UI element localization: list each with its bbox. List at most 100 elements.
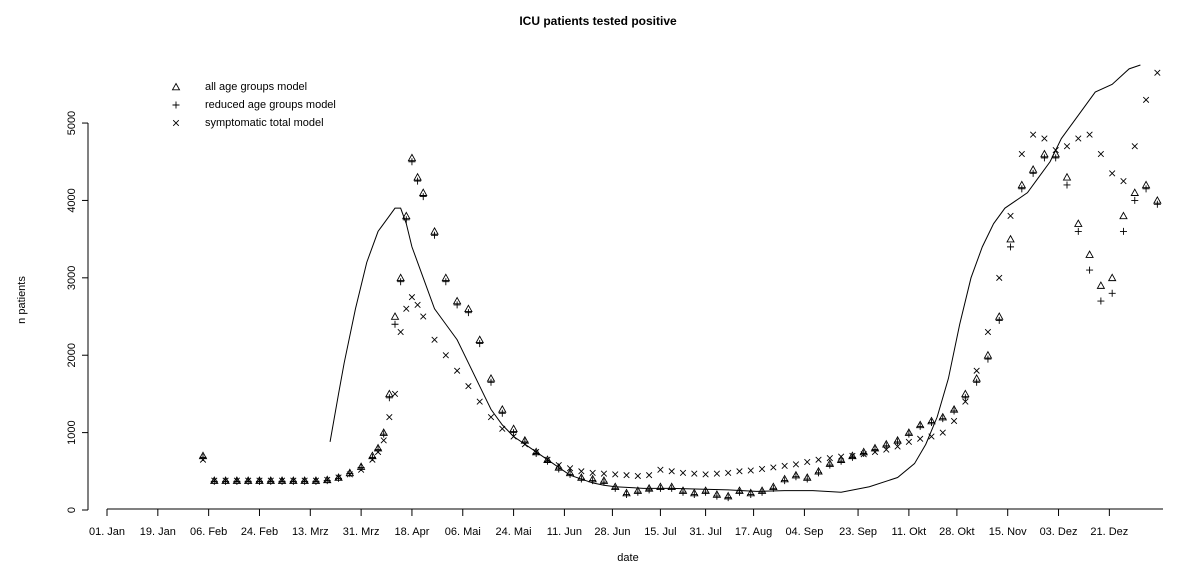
data-point — [357, 466, 365, 473]
data-point — [233, 477, 241, 485]
data-point — [1018, 185, 1026, 193]
data-point — [623, 472, 630, 479]
data-point — [724, 494, 732, 502]
data-point — [1062, 172, 1072, 181]
y-tick-label: 1000 — [66, 420, 78, 444]
data-point — [233, 477, 241, 484]
data-point — [453, 301, 461, 309]
legend-label: all age groups model — [205, 81, 307, 93]
x-tick-label: 17. Aug — [735, 526, 772, 538]
data-point — [747, 491, 755, 499]
y-tick-label: 5000 — [66, 111, 78, 135]
data-point — [1131, 143, 1138, 150]
data-point — [600, 470, 608, 477]
data-point — [939, 429, 946, 436]
data-point — [289, 477, 297, 485]
data-point — [1040, 154, 1048, 162]
data-point — [312, 477, 320, 484]
data-point — [1007, 212, 1014, 220]
legend-symbol — [172, 101, 180, 109]
data-point — [555, 461, 562, 469]
data-point — [1063, 143, 1071, 150]
data-point — [826, 461, 834, 469]
x-tick-label: 18. Apr — [395, 526, 430, 538]
data-point — [645, 486, 653, 494]
data-point — [984, 328, 992, 336]
data-point — [487, 378, 495, 386]
data-point — [403, 305, 410, 312]
data-point — [510, 429, 518, 437]
x-tick-label: 01. Jan — [89, 526, 125, 538]
data-point — [634, 488, 642, 496]
data-point — [1109, 170, 1116, 177]
legend-label: symptomatic total model — [205, 117, 324, 129]
data-point — [1130, 188, 1140, 196]
data-point — [566, 470, 574, 478]
data-point — [871, 448, 879, 456]
x-tick-label: 21. Dez — [1090, 526, 1128, 538]
data-point — [600, 478, 608, 486]
data-point — [950, 407, 958, 415]
data-point — [210, 477, 218, 485]
data-point — [792, 461, 800, 468]
data-point — [390, 312, 400, 320]
data-point — [1006, 234, 1015, 243]
data-point — [1075, 135, 1082, 142]
data-point — [1018, 150, 1025, 158]
y-tick-label: 4000 — [66, 188, 78, 212]
data-point — [385, 394, 393, 402]
data-point — [414, 177, 422, 185]
data-point — [747, 467, 754, 474]
data-point — [391, 390, 399, 398]
data-point — [312, 477, 320, 485]
data-point — [917, 435, 924, 442]
data-point — [397, 328, 404, 336]
data-point — [498, 409, 506, 417]
data-point — [1119, 211, 1128, 220]
data-point — [860, 450, 868, 458]
data-point — [735, 488, 743, 496]
data-point — [465, 383, 472, 390]
x-tick-label: 24. Feb — [241, 526, 278, 538]
data-point — [815, 469, 823, 477]
data-point — [1029, 169, 1037, 177]
data-point — [431, 336, 438, 343]
x-axis-label: date — [617, 552, 638, 564]
data-point — [301, 477, 308, 484]
data-point — [645, 472, 653, 479]
data-point — [1041, 135, 1048, 142]
data-point — [679, 488, 687, 496]
data-point — [792, 473, 800, 481]
data-point — [984, 355, 992, 363]
data-point — [736, 468, 743, 475]
data-point — [623, 491, 631, 499]
data-point — [222, 477, 229, 484]
data-point — [713, 470, 721, 477]
data-point — [578, 468, 585, 475]
data-point — [1131, 196, 1139, 204]
data-point — [770, 464, 777, 471]
data-point — [267, 477, 275, 485]
data-point — [758, 488, 766, 496]
data-line — [329, 64, 1141, 493]
data-point — [380, 430, 388, 438]
x-tick-label: 03. Dez — [1040, 526, 1078, 538]
data-point — [408, 294, 416, 301]
data-point — [973, 378, 981, 386]
data-point — [1142, 185, 1150, 193]
data-point — [566, 465, 574, 472]
chart-title: ICU patients tested positive — [519, 14, 677, 28]
data-point — [386, 414, 393, 421]
data-point — [803, 475, 811, 483]
data-point — [1119, 227, 1127, 235]
x-tick-label: 15. Nov — [989, 526, 1027, 538]
data-point — [324, 476, 331, 483]
data-point — [781, 462, 788, 470]
data-point — [431, 231, 439, 239]
data-point — [1086, 131, 1093, 138]
data-point — [882, 442, 890, 450]
data-point — [464, 309, 472, 317]
data-point — [927, 419, 935, 427]
x-tick-label: 06. Mai — [445, 526, 481, 538]
data-point — [414, 301, 421, 309]
